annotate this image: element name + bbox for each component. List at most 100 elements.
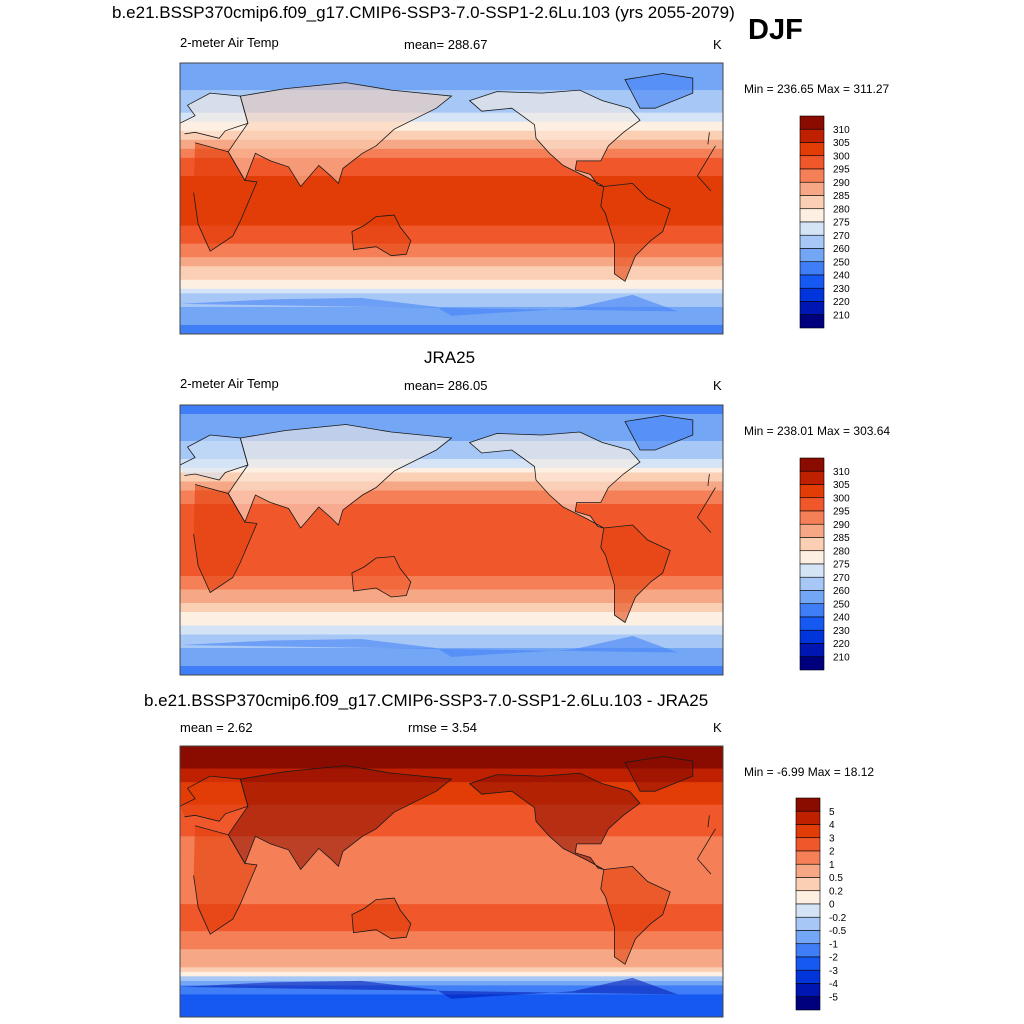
map-band (180, 558, 723, 564)
colorbar-swatch (799, 603, 825, 618)
map-band (180, 657, 723, 663)
colorbar-swatch (799, 142, 825, 157)
map-band (180, 495, 723, 501)
panel3-colorbar: 5 4 3 2 1 0.5 0.2 0 -0.2 -0.5 -1 -2 -3 -4 -5 (795, 797, 847, 1011)
colorbar-swatch (795, 877, 821, 892)
map-band (180, 553, 723, 559)
map-band (180, 1007, 723, 1014)
land-namerica (469, 90, 640, 187)
panel3-map (180, 746, 723, 1017)
map-band (180, 477, 723, 483)
colorbar-swatch (795, 863, 821, 878)
map-band (180, 526, 723, 532)
map-band (180, 320, 723, 326)
map-band (180, 580, 723, 586)
map-band (180, 998, 723, 1005)
colorbar-swatch (795, 930, 821, 945)
panel3-frame (179, 745, 724, 1018)
colorbar-label: -0.5 (829, 926, 847, 937)
map-band (180, 216, 723, 222)
land-antarctica (180, 294, 678, 334)
coastline-asia (227, 424, 453, 529)
map-band (180, 189, 723, 195)
map-band (180, 931, 723, 937)
colorbar-swatch (795, 916, 821, 931)
coastline-namerica (468, 431, 641, 529)
colorbar-swatch (799, 181, 825, 196)
map-band (180, 499, 723, 505)
panel2-units: K (713, 378, 722, 393)
panel2-variable-label: 2-meter Air Temp (180, 376, 279, 391)
map-band (180, 562, 723, 568)
map-band (180, 750, 723, 756)
colorbar-swatch (795, 837, 821, 852)
colorbar-swatch (799, 590, 825, 605)
coastline-namerica (468, 89, 641, 187)
map-band (180, 441, 723, 447)
coastline-greenland (624, 73, 694, 109)
land-europe (180, 776, 710, 828)
panel2-frame (179, 404, 724, 676)
colorbar-label: 0.2 (829, 886, 843, 897)
colorbar-swatch (795, 969, 821, 984)
coastline-australia (351, 556, 412, 598)
map-band (180, 858, 723, 865)
map-band (180, 257, 723, 263)
map-band (180, 949, 723, 955)
map-band (180, 193, 723, 200)
map-band (180, 121, 723, 127)
map-band (180, 849, 723, 855)
map-band (180, 944, 723, 950)
map-band (180, 845, 723, 851)
colorbar-label: 270 (833, 231, 850, 242)
map-band (180, 746, 723, 752)
land-antarctica (180, 977, 678, 1017)
map-band (180, 953, 723, 959)
map-band (180, 103, 723, 109)
map-band (180, 162, 723, 168)
coastline-australia (351, 214, 412, 257)
map-band (180, 454, 723, 460)
panel3-units: K (713, 720, 722, 735)
map-band (180, 535, 723, 541)
land-europe (180, 93, 710, 145)
colorbar-swatch (795, 824, 821, 839)
coastline-australia (351, 897, 412, 940)
colorbar-label: 305 (833, 138, 850, 149)
map-band (180, 576, 723, 582)
map-band (180, 405, 723, 411)
colorbar-label: 250 (833, 257, 850, 268)
map-band (180, 329, 723, 334)
map-band (180, 594, 723, 600)
map-band (180, 917, 723, 923)
colorbar-label: 310 (833, 467, 850, 478)
colorbar-swatch (799, 484, 825, 499)
colorbar-label: 220 (833, 639, 850, 650)
colorbar-label: -4 (829, 979, 838, 990)
map-band (180, 867, 723, 874)
colorbar-label: -5 (829, 992, 838, 1003)
coastline-asia (227, 82, 453, 188)
coastline-samerica (600, 524, 671, 624)
colorbar-label: 240 (833, 271, 850, 282)
land-australia (351, 898, 411, 939)
map-band (180, 1003, 723, 1009)
map-band (180, 459, 723, 465)
map-band (180, 175, 723, 182)
colorbar-label: 295 (833, 507, 850, 518)
season-label: DJF (748, 14, 803, 46)
colorbar-swatch (799, 287, 825, 302)
panel2-colorbar: 310 305 300 295 290 285 280 275 270 260 250 240 230 2… (799, 457, 850, 671)
map-band (180, 764, 723, 770)
map-band (180, 234, 723, 240)
map-band (180, 67, 723, 73)
map-band (180, 522, 723, 528)
colorbar-swatch (799, 457, 825, 472)
map-band (180, 266, 723, 272)
map-band (180, 967, 723, 973)
colorbar-swatch (795, 996, 821, 1011)
colorbar-label: 290 (833, 520, 850, 531)
map-band (180, 840, 723, 846)
colorbar-label: 285 (833, 533, 850, 544)
map-band (180, 666, 723, 672)
